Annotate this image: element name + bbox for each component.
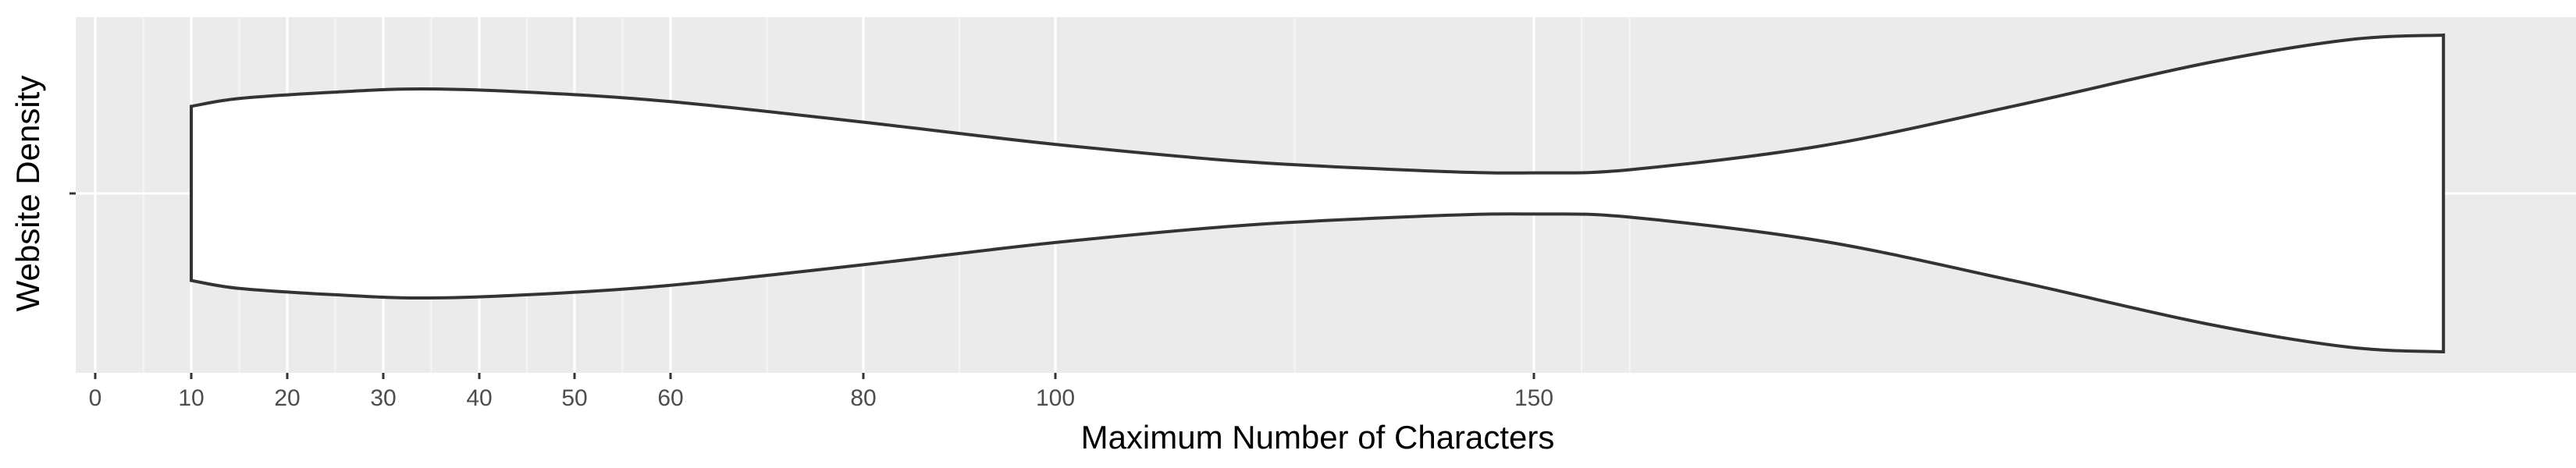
x-tick-label: 40: [466, 385, 492, 411]
x-axis-ticks: 0 10 20 30 40 50 60 80 100 150: [89, 373, 1553, 411]
x-tick-label: 150: [1514, 385, 1553, 411]
x-tick-label: 60: [657, 385, 683, 411]
x-tick-label: 100: [1036, 385, 1075, 411]
x-tick-label: 30: [370, 385, 396, 411]
x-tick-label: 20: [274, 385, 300, 411]
x-axis-title: Maximum Number of Characters: [1081, 419, 1555, 456]
x-tick-label: 10: [178, 385, 204, 411]
violin-shape: [190, 33, 2446, 354]
x-tick-label: 0: [89, 385, 102, 411]
x-tick-label: 80: [850, 385, 876, 411]
y-axis-title: Website Density: [9, 76, 46, 312]
x-tick-label: 50: [561, 385, 587, 411]
